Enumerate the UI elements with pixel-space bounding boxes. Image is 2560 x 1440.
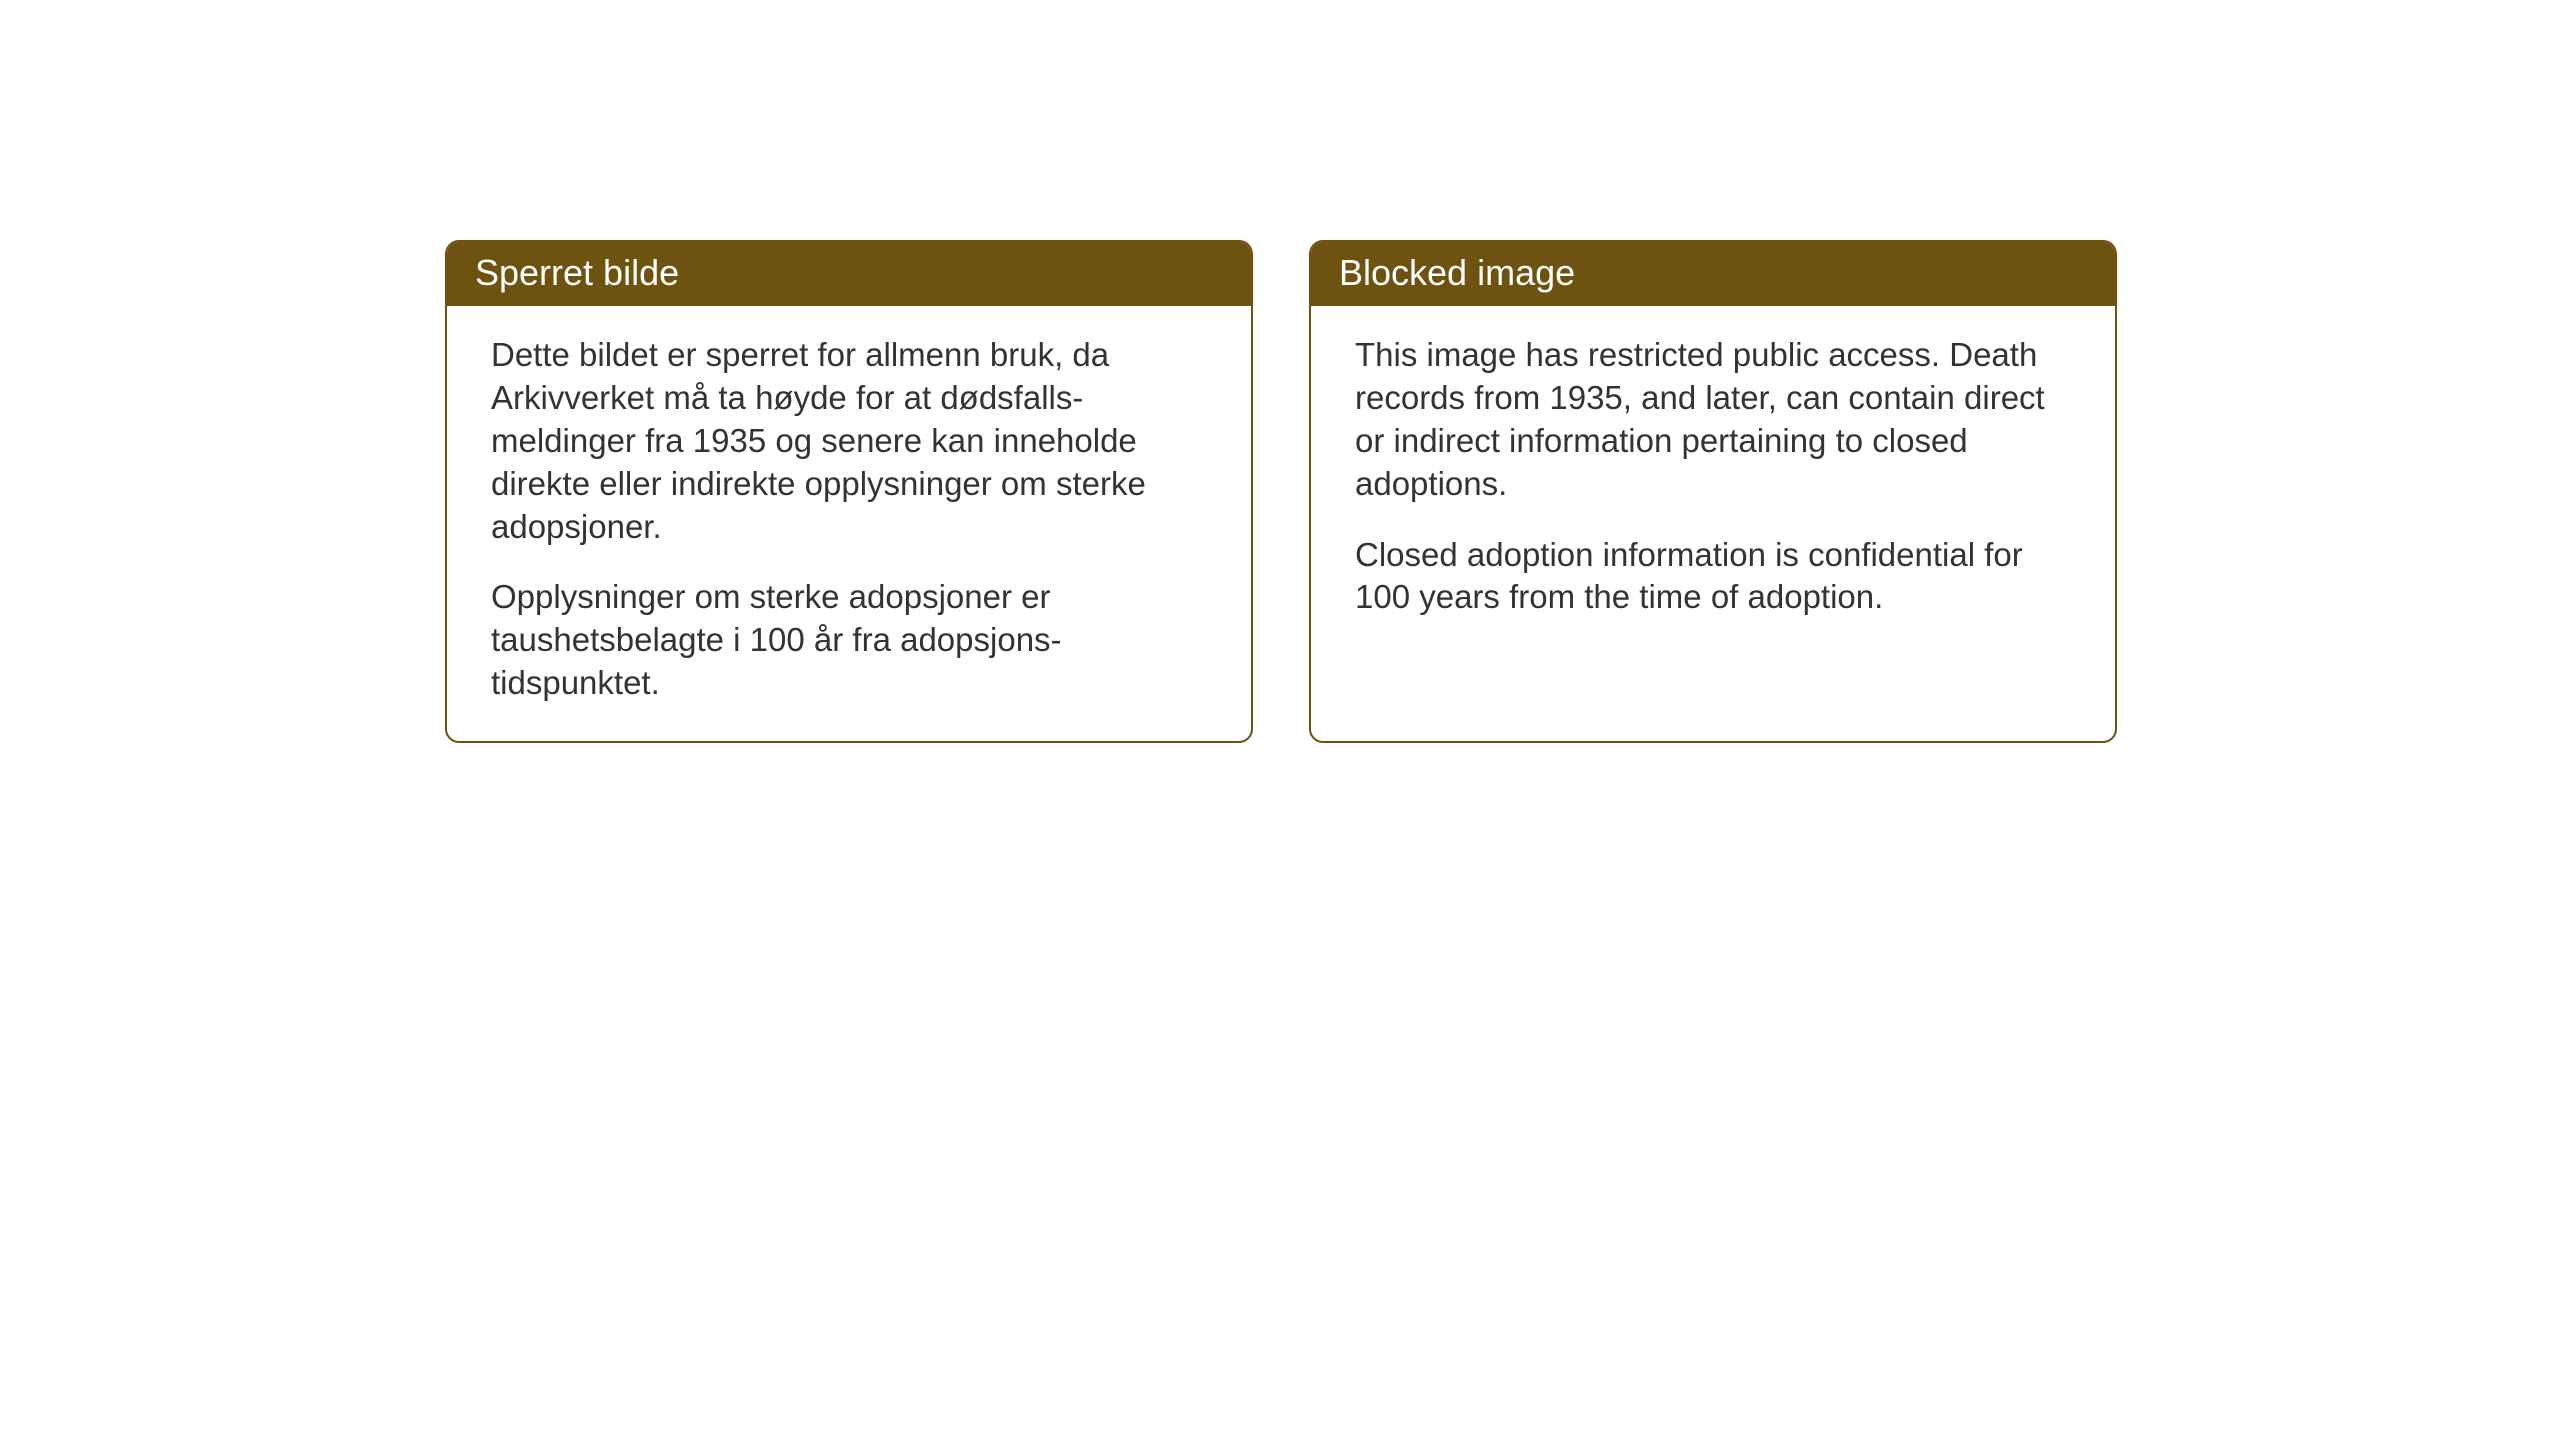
notice-header-norwegian: Sperret bilde bbox=[447, 242, 1251, 306]
notice-card-english: Blocked image This image has restricted … bbox=[1309, 240, 2117, 743]
notice-paragraph-1-english: This image has restricted public access.… bbox=[1355, 334, 2071, 506]
notice-card-norwegian: Sperret bilde Dette bildet er sperret fo… bbox=[445, 240, 1253, 743]
notice-paragraph-2-norwegian: Opplysninger om sterke adopsjoner er tau… bbox=[491, 576, 1207, 705]
notice-header-english: Blocked image bbox=[1311, 242, 2115, 306]
notice-container: Sperret bilde Dette bildet er sperret fo… bbox=[445, 240, 2117, 743]
notice-paragraph-1-norwegian: Dette bildet er sperret for allmenn bruk… bbox=[491, 334, 1207, 548]
notice-paragraph-2-english: Closed adoption information is confident… bbox=[1355, 534, 2071, 620]
notice-body-english: This image has restricted public access.… bbox=[1311, 306, 2115, 655]
notice-title-english: Blocked image bbox=[1339, 252, 1575, 293]
notice-body-norwegian: Dette bildet er sperret for allmenn bruk… bbox=[447, 306, 1251, 741]
notice-title-norwegian: Sperret bilde bbox=[475, 252, 679, 293]
